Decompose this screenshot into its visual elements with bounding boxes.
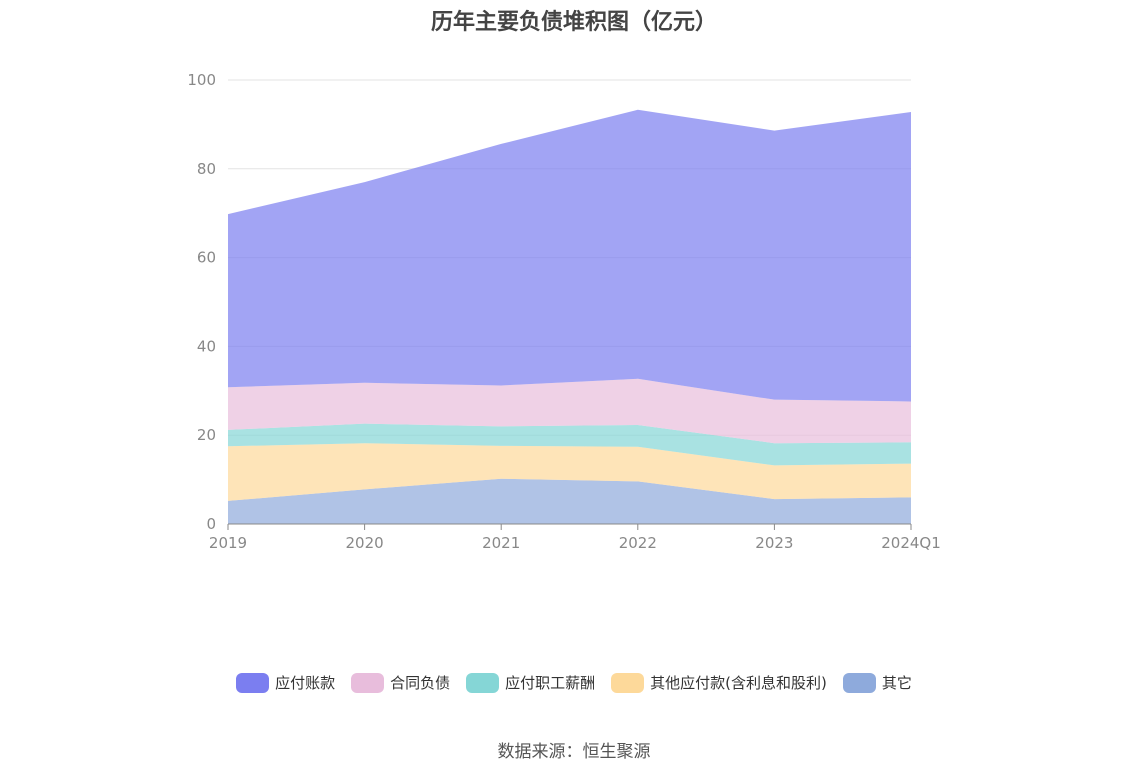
x-tick-label: 2020 (346, 534, 384, 552)
legend-item[interactable]: 其它 (842, 672, 912, 693)
area-应付职工薪酬 (228, 423, 911, 466)
chart-legend: 应付账款 合同负债 应付职工薪酬 其他应付款(含利息和股利) 其它 (0, 672, 1148, 693)
area-应付账款 (228, 109, 911, 402)
area-合同负债 (228, 378, 911, 444)
legend-label: 其它 (881, 674, 912, 692)
legend-item[interactable]: 应付职工薪酬 (466, 672, 595, 693)
legend-swatch (611, 672, 645, 693)
legend-item[interactable]: 应付账款 (236, 672, 335, 693)
y-tick-label: 100 (187, 71, 216, 89)
x-tick-label: 2022 (619, 534, 657, 552)
data-source: 数据来源：恒生聚源 (497, 742, 651, 762)
legend-item[interactable]: 其他应付款(含利息和股利) (611, 672, 827, 693)
area-其他应付款(含利息和股利) (228, 443, 911, 501)
legend-label: 其他应付款(含利息和股利) (650, 674, 827, 692)
x-tick-label: 2021 (482, 534, 520, 552)
chart-title: 历年主要负债堆积图（亿元） (430, 10, 717, 35)
x-tick-label: 2024Q1 (881, 534, 941, 552)
legend-swatch (351, 672, 385, 693)
x-tick-label: 2023 (755, 534, 793, 552)
legend-item[interactable]: 合同负债 (351, 672, 450, 693)
legend-label: 合同负债 (390, 674, 451, 692)
area-其它 (228, 478, 911, 524)
legend-label: 应付职工薪酬 (505, 674, 596, 692)
legend-swatch (236, 672, 270, 693)
y-tick-label: 60 (197, 249, 216, 267)
legend-swatch (842, 672, 876, 693)
x-tick-label: 2019 (209, 534, 247, 552)
chart-plot: 0 20 40 60 80 100 2019 2020 2021 2022 2023 2024Q1 (187, 71, 941, 552)
y-tick-label: 0 (206, 515, 216, 533)
y-tick-label: 40 (197, 337, 216, 355)
y-tick-label: 80 (197, 160, 216, 178)
legend-swatch (466, 672, 500, 693)
y-tick-label: 20 (197, 426, 216, 444)
legend-label: 应付账款 (275, 674, 336, 692)
